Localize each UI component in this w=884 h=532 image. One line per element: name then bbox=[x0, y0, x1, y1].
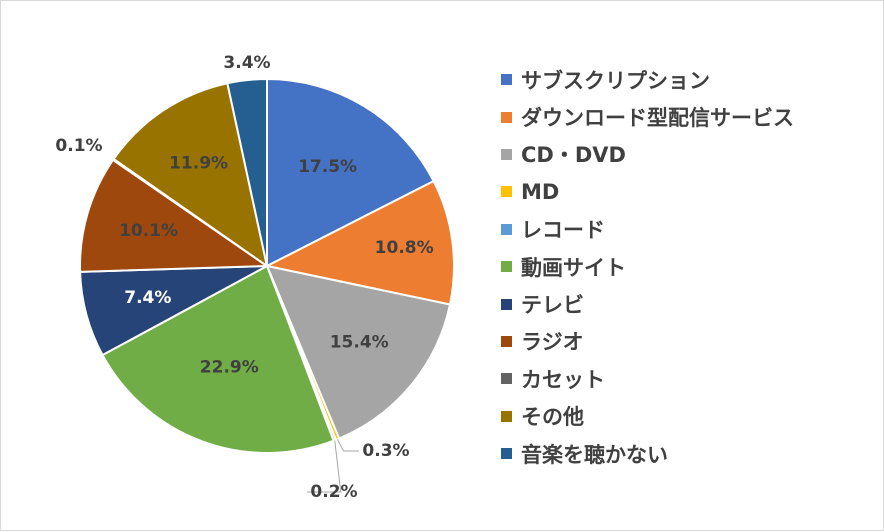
data-label-サブスクリプション: 17.5% bbox=[298, 157, 357, 177]
legend: サブスクリプションダウンロード型配信サービス CD・DVD MD レコード動画サイトテ… bbox=[501, 61, 794, 472]
legend-item-ダウンロード型配信サービス: ダウンロード型配信サービス bbox=[501, 98, 794, 135]
legend-swatch bbox=[501, 261, 512, 273]
pie-slice-サブスクリプション bbox=[266, 77, 435, 268]
legend-label: カセット bbox=[521, 367, 605, 392]
data-label-動画サイト: 22.9% bbox=[200, 358, 259, 378]
legend-swatch bbox=[501, 373, 512, 385]
legend-label: サブスクリプション bbox=[521, 68, 710, 93]
legend-item-音楽を聴かない: 音楽を聴かない bbox=[501, 435, 794, 472]
pie-slice-音楽を聴かない bbox=[226, 77, 268, 267]
data-label-テレビ: 7.4% bbox=[124, 288, 171, 308]
data-label-レコード: 0.2% bbox=[310, 482, 357, 502]
legend-item-CD・DVD: CD・DVD bbox=[501, 136, 794, 173]
pie-slice-CD・DVD bbox=[265, 264, 452, 440]
legend-label: MD bbox=[521, 179, 560, 204]
legend-item-サブスクリプション: サブスクリプション bbox=[501, 61, 794, 98]
legend-swatch bbox=[501, 186, 512, 198]
data-label-その他: 11.9% bbox=[169, 153, 228, 173]
legend-swatch bbox=[501, 410, 512, 422]
pie-slice-その他 bbox=[112, 82, 269, 269]
legend-label: ダウンロード型配信サービス bbox=[521, 106, 794, 131]
pie-slice-ダウンロード型配信サービス bbox=[264, 179, 455, 306]
data-label-CD・DVD: 15.4% bbox=[330, 332, 389, 352]
legend-item-その他: その他 bbox=[501, 398, 794, 435]
data-label-ダウンロード型配信サービス: 10.8% bbox=[375, 238, 434, 258]
leader-line-レコード bbox=[307, 440, 342, 493]
legend-item-カセット: カセット bbox=[501, 360, 794, 397]
legend-swatch bbox=[501, 298, 512, 310]
legend-label: レコード bbox=[521, 218, 605, 243]
leader-line-MD bbox=[337, 438, 359, 452]
legend-swatch bbox=[501, 111, 512, 123]
legend-item-ラジオ: ラジオ bbox=[501, 323, 794, 360]
legend-item-MD: MD bbox=[501, 173, 794, 210]
legend-label: 動画サイト bbox=[521, 255, 626, 280]
pie-slice-動画サイト bbox=[101, 264, 335, 454]
legend-label: テレビ bbox=[521, 293, 584, 318]
legend-item-動画サイト: 動画サイト bbox=[501, 248, 794, 285]
legend-swatch bbox=[501, 74, 512, 86]
data-label-音楽を聴かない: 3.4% bbox=[223, 53, 270, 73]
legend-swatch bbox=[501, 335, 512, 347]
legend-label: 音楽を聴かない bbox=[521, 442, 668, 467]
data-label-カセット: 0.1% bbox=[55, 136, 102, 156]
legend-label: その他 bbox=[521, 405, 584, 430]
pie-slice-ラジオ bbox=[79, 158, 271, 273]
legend-item-テレビ: テレビ bbox=[501, 285, 794, 322]
data-label-MD: 0.3% bbox=[362, 441, 409, 461]
legend-swatch bbox=[501, 223, 512, 235]
legend-swatch bbox=[501, 148, 512, 160]
legend-item-レコード: レコード bbox=[501, 211, 794, 248]
data-label-ラジオ: 10.1% bbox=[119, 221, 178, 241]
legend-label: CD・DVD bbox=[521, 143, 626, 168]
legend-swatch bbox=[501, 448, 512, 460]
legend-label: ラジオ bbox=[521, 330, 584, 355]
